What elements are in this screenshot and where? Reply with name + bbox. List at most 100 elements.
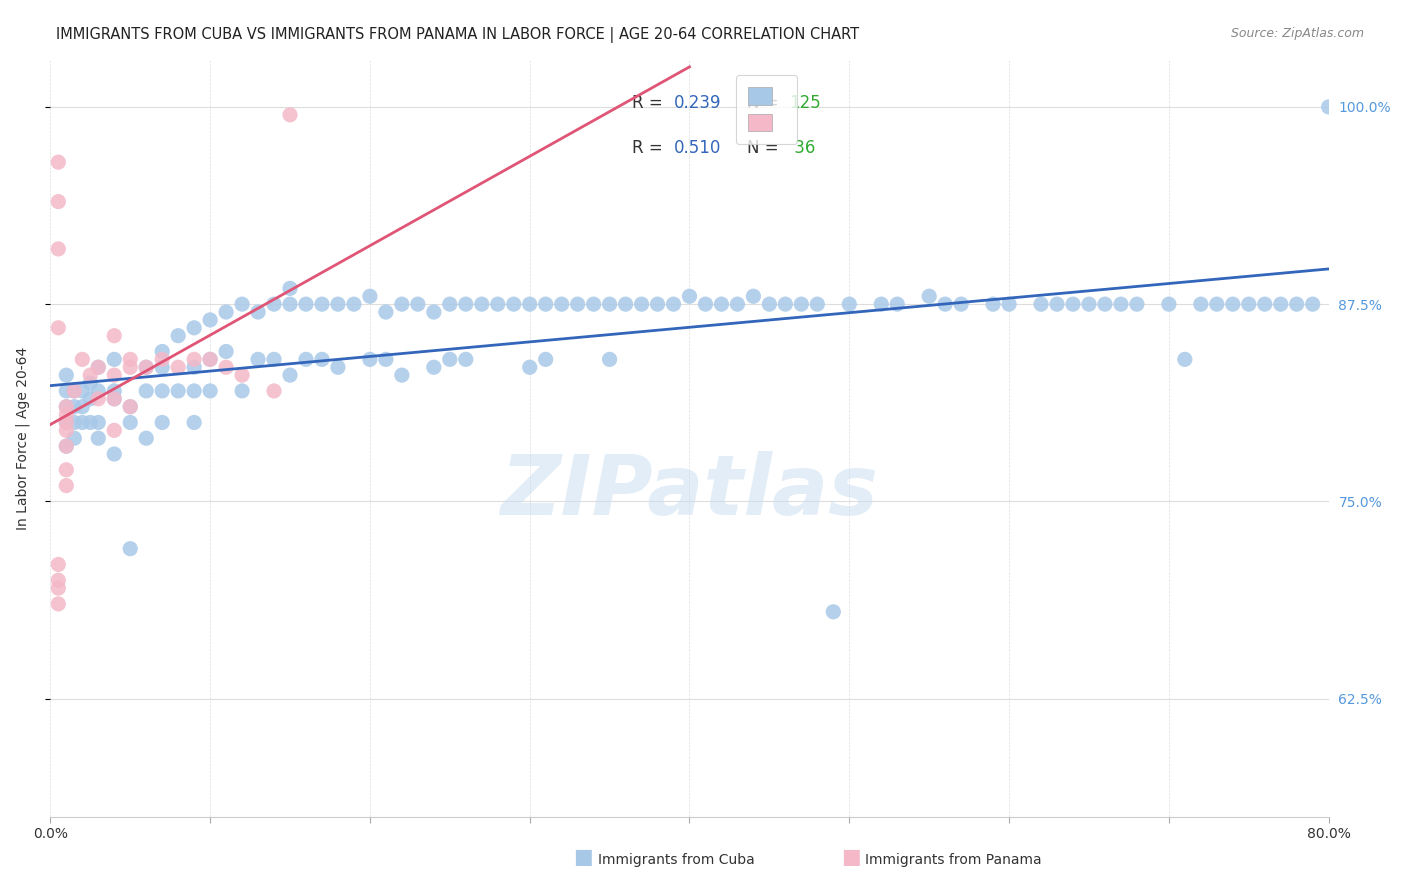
Point [120,400,142,414]
Point [135,384,157,398]
Text: R =: R = [631,139,668,157]
Point [406,297,429,311]
Point [502,297,524,311]
Text: 125: 125 [789,94,821,112]
Text: Source: ZipAtlas.com: Source: ZipAtlas.com [1230,27,1364,40]
Point [198,352,221,367]
Text: 36: 36 [789,139,815,157]
Point [183,416,205,430]
Point [981,297,1004,311]
Point [534,297,557,311]
Point [198,352,221,367]
Point [1254,297,1277,311]
Point [63,416,86,430]
Text: 0.239: 0.239 [673,94,721,112]
Legend: , : , [735,75,797,144]
Text: R =: R = [631,94,668,112]
Point [742,289,765,303]
Point [103,392,125,406]
Point [150,416,173,430]
Point [326,360,349,375]
Point [423,305,446,319]
Point [439,352,461,367]
Point [582,297,605,311]
Point [725,297,748,311]
Point [278,281,301,295]
Point [278,368,301,383]
Point [87,360,110,375]
Point [150,352,173,367]
Point [103,368,125,383]
Text: Immigrants from Cuba: Immigrants from Cuba [598,853,754,867]
Point [391,297,413,311]
Point [87,384,110,398]
Point [135,360,157,375]
Point [55,478,77,492]
Point [391,368,413,383]
Point [183,352,205,367]
Point [55,400,77,414]
Point [599,297,621,311]
Point [1029,297,1052,311]
Point [775,297,797,311]
Point [567,297,589,311]
Point [662,297,685,311]
Point [790,297,813,311]
Point [263,384,285,398]
Point [231,384,253,398]
Point [678,289,700,303]
Point [1285,297,1308,311]
Point [79,376,101,390]
Point [55,463,77,477]
Point [263,297,285,311]
Point [120,360,142,375]
Point [886,297,908,311]
Point [120,541,142,556]
Point [454,352,477,367]
Point [215,344,238,359]
Point [183,384,205,398]
Point [374,352,396,367]
Point [247,352,270,367]
Point [278,297,301,311]
Point [710,297,733,311]
Point [55,416,77,430]
Point [198,313,221,327]
Point [87,431,110,445]
Point [63,431,86,445]
Point [247,305,270,319]
Point [135,360,157,375]
Point [46,155,69,169]
Point [1270,297,1292,311]
Point [950,297,973,311]
Point [1046,297,1069,311]
Point [55,408,77,422]
Point [183,360,205,375]
Point [46,574,69,588]
Point [103,423,125,437]
Point [695,297,717,311]
Point [46,242,69,256]
Point [72,352,94,367]
Point [823,605,845,619]
Point [135,431,157,445]
Point [471,297,494,311]
Point [46,194,69,209]
Point [55,416,77,430]
Point [55,439,77,453]
Point [1302,297,1324,311]
Point [150,344,173,359]
Point [614,297,637,311]
Point [918,289,941,303]
Point [55,439,77,453]
Point [1094,297,1116,311]
Point [311,297,333,311]
Point [167,360,190,375]
Point [534,352,557,367]
Point [1062,297,1084,311]
Point [231,297,253,311]
Point [63,384,86,398]
Point [46,558,69,572]
Point [1237,297,1260,311]
Point [103,352,125,367]
